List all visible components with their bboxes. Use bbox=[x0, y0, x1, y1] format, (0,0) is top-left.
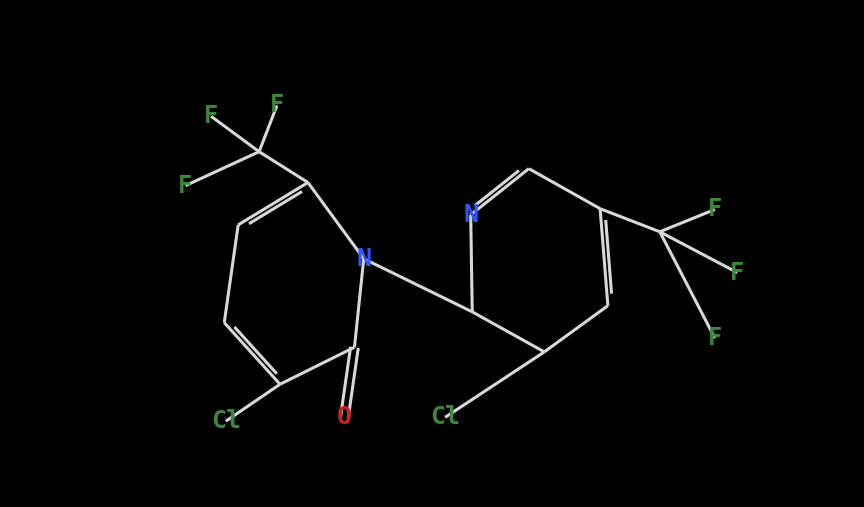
Text: N: N bbox=[356, 247, 372, 271]
Text: N: N bbox=[463, 203, 478, 227]
Text: Cl: Cl bbox=[430, 406, 461, 429]
Text: F: F bbox=[204, 104, 219, 128]
Text: F: F bbox=[270, 93, 284, 118]
Text: F: F bbox=[708, 197, 722, 222]
Text: O: O bbox=[337, 406, 352, 429]
Text: F: F bbox=[708, 326, 722, 350]
Text: F: F bbox=[178, 173, 193, 198]
Text: Cl: Cl bbox=[211, 409, 241, 433]
Text: F: F bbox=[730, 261, 745, 284]
